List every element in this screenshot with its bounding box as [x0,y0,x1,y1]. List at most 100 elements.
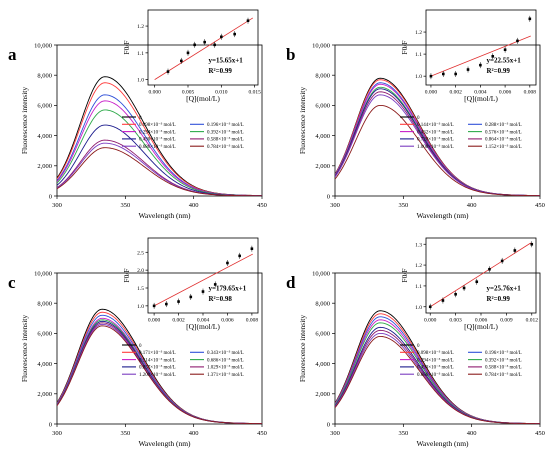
inset-y-title: F0/F [122,40,131,54]
inset-data-point [165,302,168,306]
inset-data-point [442,72,445,76]
inset-data-point [475,280,479,284]
y-tick-label: 10,000 [312,42,330,49]
x-axis-title: Wavelength (nm) [416,211,469,220]
inset-data-point [152,304,156,308]
inset-fit-line [430,242,531,308]
inset-y-tick-label: 1.0 [415,305,422,311]
y-tick-label: 8,000 [37,301,52,308]
y-tick-label: 2,000 [37,391,52,398]
inset-x-tick-label: 0.000 [148,90,161,96]
inset-fit-line [153,253,253,307]
x-tick-label: 350 [120,202,130,209]
inset-frame [425,9,537,86]
inset-plot: 0.000 0.005 0.010 0.015 1.0 1.1 1.2 [Q](mol/L) F… [122,9,261,103]
inset-x-tick-label: 0.000 [425,90,438,96]
spectra-group [57,76,262,196]
inset-plot: 0.000 0.002 0.004 0.006 0.008 1.0 1.1 1.2 [Q](mo… [400,9,537,103]
legend-label: 0 [417,344,420,349]
inset-y-tick-label: 1.1 [137,51,144,57]
inset-y-tick-label: 2.5 [137,250,144,256]
plot-frame [334,272,541,425]
y-tick-label: 8,000 [37,73,52,80]
inset-x-title: [Q](mol/L) [186,322,220,331]
spectrum-line-6 [335,91,540,196]
inset-data-point [213,43,216,47]
inset-data-point [213,283,217,286]
inset-y-tick-label: 1.2 [415,30,422,36]
inset-x-tick-label: 0.002 [172,318,185,324]
panel-letter: b [286,45,295,64]
legend-label: 1.371×10⁻³ mol/L [207,372,244,378]
legend-label: 1.200×10⁻³ mol/L [139,372,176,378]
inset-x-title: [Q](mol/L) [186,94,220,103]
legend-label: 0 [139,344,142,349]
inset-equation: y=22.55x+1 [487,57,522,65]
inset-x-title: [Q](mol/L) [464,322,498,331]
plot-frame [334,44,541,197]
legend-label: 1.152×10⁻³ mol/L [485,144,522,150]
inset-y-title: F0/F [400,40,409,54]
y-tick-label: 10,000 [34,42,52,49]
legend-label: 0.288×10⁻³ mol/L [485,122,522,128]
spectra-group [57,308,262,424]
inset-data-point [462,286,466,290]
x-tick-label: 300 [52,430,62,437]
inset-r2: R²=0.99 [487,67,511,75]
inset-data-point [428,305,432,309]
inset-x-tick-label: 0.004 [197,318,210,324]
inset-frame [147,237,259,314]
inset-data-point [513,249,517,252]
inset-data-point [220,35,223,39]
inset-plot: 0.000 0.002 0.004 0.006 0.008 1.0 1.5 2.0 2.5 [Q]… [122,237,259,331]
y-tick-label: 8,000 [315,73,330,80]
legend-label: 0 [417,116,420,121]
inset-equation: y=179.65x+1 [209,285,247,293]
inset-data-point [186,51,190,55]
legend-label: 0.490×10⁻³ mol/L [139,137,176,143]
inset-y-tick-label: 1.0 [137,78,144,84]
y-axis-title: Fluorescence intensity [20,87,29,155]
x-tick-label: 450 [535,202,545,209]
inset-r2: R²=0.99 [209,67,233,75]
x-axis-title: Wavelength (nm) [416,439,469,448]
inset-data-point [488,267,491,271]
x-tick-label: 450 [257,202,267,209]
inset-equation: y=25.76x+1 [487,285,522,293]
inset-y-tick-label: 1.0 [415,74,422,80]
y-tick-label: 6,000 [37,103,52,110]
inset-data-point [429,74,433,78]
inset-data-point [193,43,196,47]
inset-data-point [201,290,205,293]
legend-label: 0.686×10⁻³ mol/L [207,357,244,363]
legend-label: 0.196×10⁻³ mol/L [485,350,522,356]
x-tick-label: 300 [330,430,340,437]
legend-label: 0 [139,116,142,121]
inset-data-point [166,70,170,73]
plot-frame [56,272,263,425]
panel-c: c 300 350 400 450 0 2,000 4,000 6,000 8,000 10,000… [8,237,267,448]
panel-letter: a [8,45,17,64]
inset-frame [147,9,259,86]
inset-y-title: F0/F [400,268,409,282]
y-tick-label: 0 [327,193,330,200]
inset-data-point [454,292,457,296]
inset-x-tick-label: 0.000 [424,318,437,324]
legend-label: 0.588×10⁻³ mol/L [485,365,522,371]
legend-label: 0.343×10⁻³ mol/L [207,350,244,356]
inset-data-point [500,259,504,263]
inset-x-tick-label: 0.008 [524,90,537,96]
spectrum-line-3 [335,319,540,424]
panel-letter: d [286,273,296,292]
inset-data-point [503,48,507,52]
inset-plot: 0.000 0.003 0.006 0.009 0.012 1.0 1.1 1.2 1.3 [Q]… [400,237,538,331]
inset-fit-line [154,17,254,80]
x-tick-label: 350 [398,202,408,209]
inset-r2: R²=0.98 [209,295,233,303]
legend-label: 0.144×10⁻³ mol/L [417,122,454,128]
y-tick-label: 10,000 [34,270,52,277]
inset-equation: y=15.65x+1 [209,57,244,65]
x-tick-label: 400 [467,430,477,437]
inset-data-point [250,247,254,251]
